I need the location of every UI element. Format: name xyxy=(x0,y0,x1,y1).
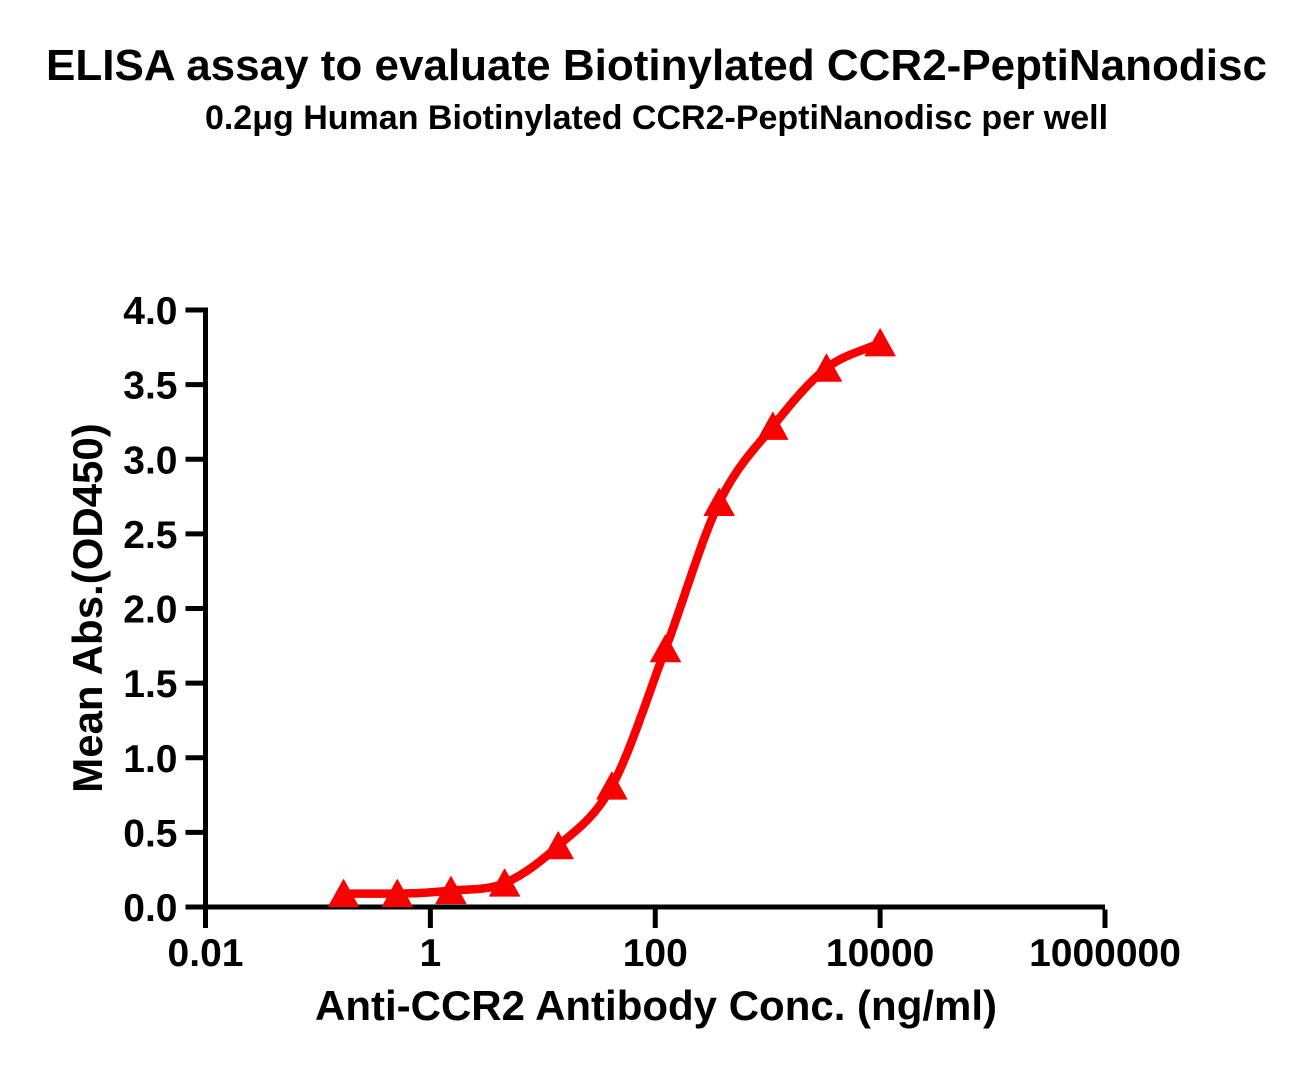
axes-layer xyxy=(203,307,1105,910)
y-tick-label: 0.5 xyxy=(123,812,177,855)
y-tick-label: 2.0 xyxy=(123,589,177,632)
ticks-layer xyxy=(185,307,1108,928)
data-point-marker xyxy=(864,328,896,357)
y-tick-label: 2.5 xyxy=(123,514,177,557)
series-layer xyxy=(328,328,896,908)
data-point-marker xyxy=(703,488,735,517)
y-tick-label: 1.5 xyxy=(123,663,177,706)
x-tick-label: 1000000 xyxy=(1029,932,1181,975)
data-point-marker xyxy=(596,771,628,800)
data-point-marker xyxy=(810,353,842,382)
y-axis-title: Mean Abs.(OD450) xyxy=(64,423,111,793)
x-tick-label: 1 xyxy=(420,932,442,975)
chart-subtitle: 0.2μg Human Biotinylated CCR2-PeptiNanod… xyxy=(204,99,1109,137)
data-point-marker xyxy=(542,831,574,860)
x-tick-label: 10000 xyxy=(826,932,934,975)
tick-labels-layer: 0.01 1 100 10000 1000000 0.0 0.5 1.0 1.5 2.0 2.5 3.… xyxy=(123,290,1181,975)
x-tick-label: 0.01 xyxy=(168,932,244,975)
y-tick-label: 1.0 xyxy=(123,738,177,781)
y-tick-label: 0.0 xyxy=(123,887,177,930)
chart-title: ELISA assay to evaluate Biotinylated CCR… xyxy=(46,41,1267,90)
data-point-marker xyxy=(435,876,467,905)
data-point-marker xyxy=(381,879,413,908)
dose-response-curve xyxy=(339,338,885,898)
y-tick-label: 3.0 xyxy=(123,439,177,482)
data-point-marker xyxy=(650,634,682,663)
y-tick-label: 4.0 xyxy=(123,290,177,333)
data-point-marker xyxy=(757,411,789,440)
x-tick-label: 100 xyxy=(623,932,688,975)
data-point-marker xyxy=(328,879,360,908)
data-point-marker xyxy=(489,868,521,897)
x-axis-title: Anti-CCR2 Antibody Conc. (ng/ml) xyxy=(315,982,997,1029)
y-tick-label: 3.5 xyxy=(123,365,177,408)
